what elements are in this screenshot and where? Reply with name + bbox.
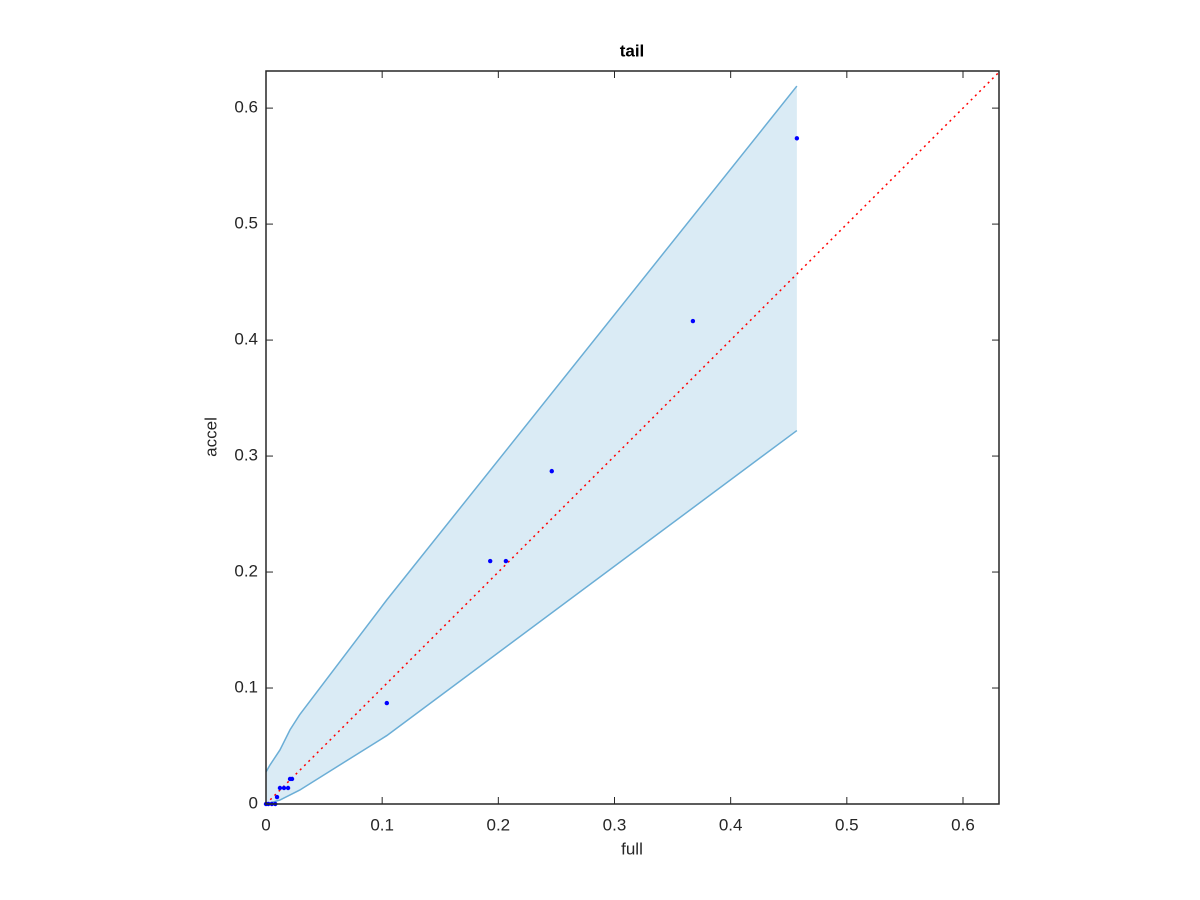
point bbox=[549, 468, 554, 474]
x-tick-label: 0.5 bbox=[835, 815, 859, 834]
point bbox=[277, 785, 283, 791]
band-edge bbox=[265, 429, 798, 805]
y-tick-label: 0 bbox=[249, 793, 258, 812]
point bbox=[690, 318, 696, 324]
y-tick-label: 0.4 bbox=[234, 330, 258, 349]
y-tick-label: 0.2 bbox=[234, 562, 258, 581]
point bbox=[384, 700, 390, 706]
y-tick-label: 0.6 bbox=[234, 98, 258, 117]
x-axis-label: full bbox=[621, 839, 643, 858]
point bbox=[794, 136, 800, 141]
reference-line bbox=[265, 70, 1001, 805]
x-tick-label: 0 bbox=[261, 815, 270, 834]
point bbox=[503, 558, 509, 564]
x-tick-label: 0.6 bbox=[951, 815, 975, 834]
y-tick-label: 0.5 bbox=[234, 214, 258, 233]
point bbox=[285, 785, 291, 791]
axes-box bbox=[265, 70, 1000, 805]
y-tick-label: 0.1 bbox=[234, 678, 258, 697]
y-tick-label: 0.3 bbox=[234, 446, 258, 465]
point bbox=[487, 558, 493, 564]
band-edge bbox=[265, 85, 798, 773]
confidence-band bbox=[266, 86, 797, 805]
x-tick-label: 0.4 bbox=[719, 815, 743, 834]
x-tick-label: 0.3 bbox=[603, 815, 627, 834]
chart-title: tail bbox=[620, 41, 645, 60]
y-axis-label: accel bbox=[201, 417, 220, 457]
point bbox=[289, 776, 295, 782]
x-tick-label: 0.2 bbox=[487, 815, 511, 834]
point bbox=[274, 794, 280, 800]
point bbox=[281, 785, 287, 791]
x-tick-label: 0.1 bbox=[370, 815, 394, 834]
